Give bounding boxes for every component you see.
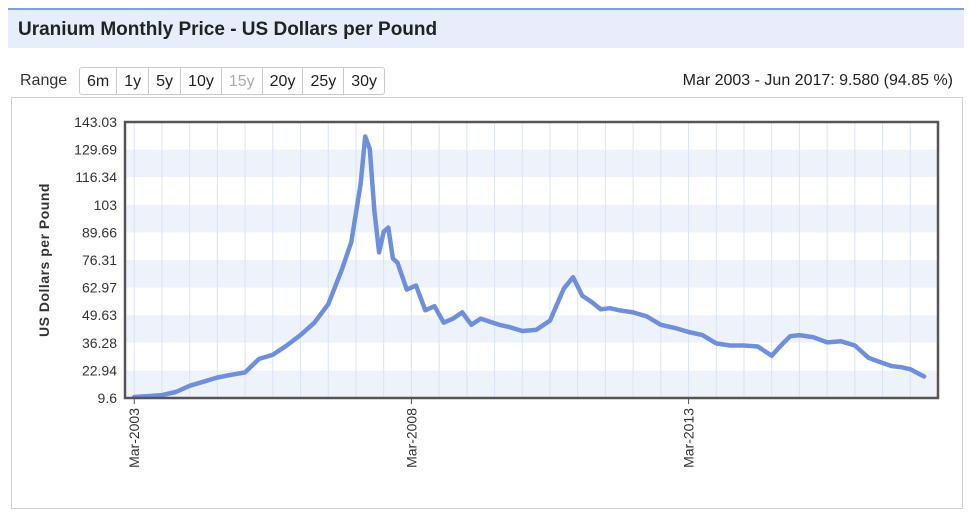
chart-header: Uranium Monthly Price - US Dollars per P…	[8, 8, 964, 48]
plot-band	[125, 260, 938, 288]
range-label: Range	[20, 72, 68, 89]
y-axis-label: US Dollars per Pound	[36, 183, 52, 337]
plot-band	[125, 370, 938, 398]
price-series-line	[131, 134, 927, 400]
plot-band	[125, 232, 938, 260]
y-tick-label: 76.31	[82, 252, 117, 268]
range-button-30y[interactable]: 30y	[344, 67, 386, 95]
range-button-1y[interactable]: 1y	[117, 67, 150, 95]
range-button-10y[interactable]: 10y	[181, 67, 222, 95]
range-button-6m[interactable]: 6m	[79, 67, 118, 95]
range-summary: Mar 2003 - Jun 2017: 9.580 (94.85 %)	[682, 72, 953, 89]
y-tick-label: 22.94	[82, 362, 117, 378]
plot-band	[125, 342, 938, 371]
page-title: Uranium Monthly Price - US Dollars per P…	[18, 19, 438, 40]
x-tick-label: Mar-2008	[403, 408, 419, 468]
y-tick-label: 36.28	[82, 335, 117, 351]
y-tick-label: 9.6	[98, 390, 118, 406]
y-axis-ticks: 143.03 129.69 116.34 103 89.66 76.31 62.97 49.6…	[74, 114, 117, 406]
plot-band	[125, 287, 938, 316]
range-button-15y: 15y	[221, 67, 263, 95]
y-tick-label: 103	[94, 197, 118, 213]
y-tick-label: 116.34	[75, 169, 117, 185]
range-button-25y[interactable]: 25y	[303, 67, 345, 95]
range-button-5y[interactable]: 5y	[149, 67, 182, 95]
y-tick-label: 49.63	[82, 307, 117, 323]
plot-band	[125, 177, 938, 205]
chart-container	[11, 97, 963, 509]
plot-bands	[125, 122, 938, 398]
plot-band	[125, 149, 938, 178]
plot-band	[125, 122, 938, 150]
plot-frame	[123, 120, 940, 400]
y-tick-label: 89.66	[82, 224, 117, 240]
x-tick-label: Mar-2003	[126, 408, 142, 468]
y-tick-label: 143.03	[74, 114, 117, 130]
plot-band	[125, 204, 938, 233]
y-tick-label: 62.97	[82, 280, 117, 296]
range-button-20y[interactable]: 20y	[262, 67, 304, 95]
x-axis-ticks: Mar-2003 Mar-2008 Mar-2013	[126, 398, 697, 468]
x-tick-label: Mar-2013	[681, 408, 697, 468]
range-selector: 6m 1y 5y 10y 15y 20y 25y 30y	[79, 67, 386, 95]
y-tick-label: 129.69	[74, 142, 117, 158]
